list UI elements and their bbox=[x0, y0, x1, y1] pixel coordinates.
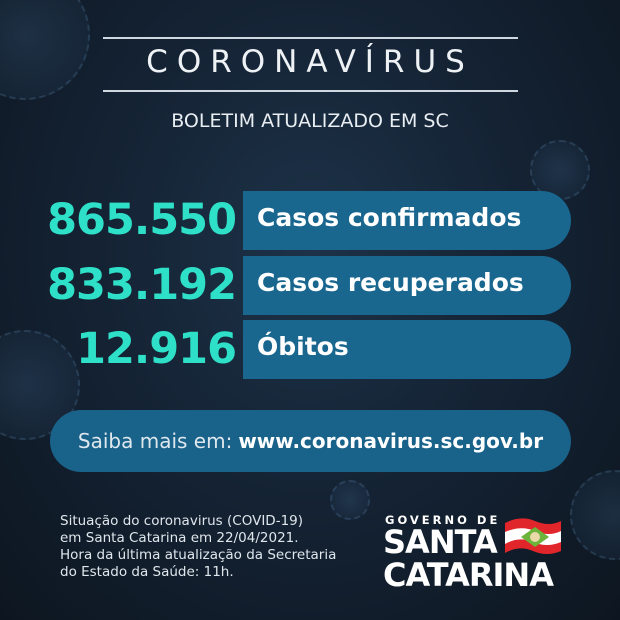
stat-label: Óbitos bbox=[257, 332, 349, 361]
logo-line: CATARINA bbox=[383, 556, 554, 594]
stat-value: 12.916 bbox=[76, 324, 237, 374]
footer-line: Hora da última atualização da Secretaria bbox=[60, 547, 337, 563]
stat-label-bar: Óbitos bbox=[243, 320, 571, 379]
link-prefix: Saiba mais em: bbox=[77, 429, 233, 453]
page-title: CORONAVÍRUS bbox=[146, 44, 474, 80]
virus-decoration bbox=[570, 470, 620, 560]
logo-line: GOVERNO DE bbox=[385, 513, 501, 527]
footer-line: em Santa Catarina em 22/04/2021. bbox=[60, 530, 299, 546]
stat-label: Casos confirmados bbox=[257, 203, 522, 232]
stat-deaths: 12.916 Óbitos bbox=[0, 320, 620, 379]
footer-note: Situação do coronavirus (COVID-19) em Sa… bbox=[60, 513, 336, 581]
logo-line: SANTA bbox=[383, 523, 498, 561]
divider-bottom bbox=[103, 90, 518, 92]
page-subtitle: BOLETIM ATUALIZADO EM SC bbox=[171, 110, 449, 132]
more-info-link[interactable]: Saiba mais em: www.coronavirus.sc.gov.br bbox=[50, 410, 571, 472]
footer-line: Situação do coronavirus (COVID-19) bbox=[60, 513, 304, 529]
stat-confirmed: 865.550 Casos confirmados bbox=[0, 191, 620, 250]
stat-recovered: 833.192 Casos recuperados bbox=[0, 256, 620, 315]
divider-top bbox=[103, 37, 518, 39]
virus-decoration bbox=[330, 480, 370, 520]
link-url[interactable]: www.coronavirus.sc.gov.br bbox=[238, 429, 544, 453]
santa-catarina-flag-icon bbox=[505, 518, 561, 554]
stat-value: 833.192 bbox=[47, 260, 237, 310]
stat-label: Casos recuperados bbox=[257, 268, 524, 297]
virus-decoration bbox=[530, 140, 590, 200]
footer-line: do Estado da Saúde: 11h. bbox=[60, 564, 234, 580]
governo-sc-logo: GOVERNO DE SANTA CATARINA bbox=[383, 513, 565, 594]
stat-value: 865.550 bbox=[47, 195, 237, 245]
stat-label-bar: Casos recuperados bbox=[243, 256, 571, 315]
stat-label-bar: Casos confirmados bbox=[243, 191, 571, 250]
